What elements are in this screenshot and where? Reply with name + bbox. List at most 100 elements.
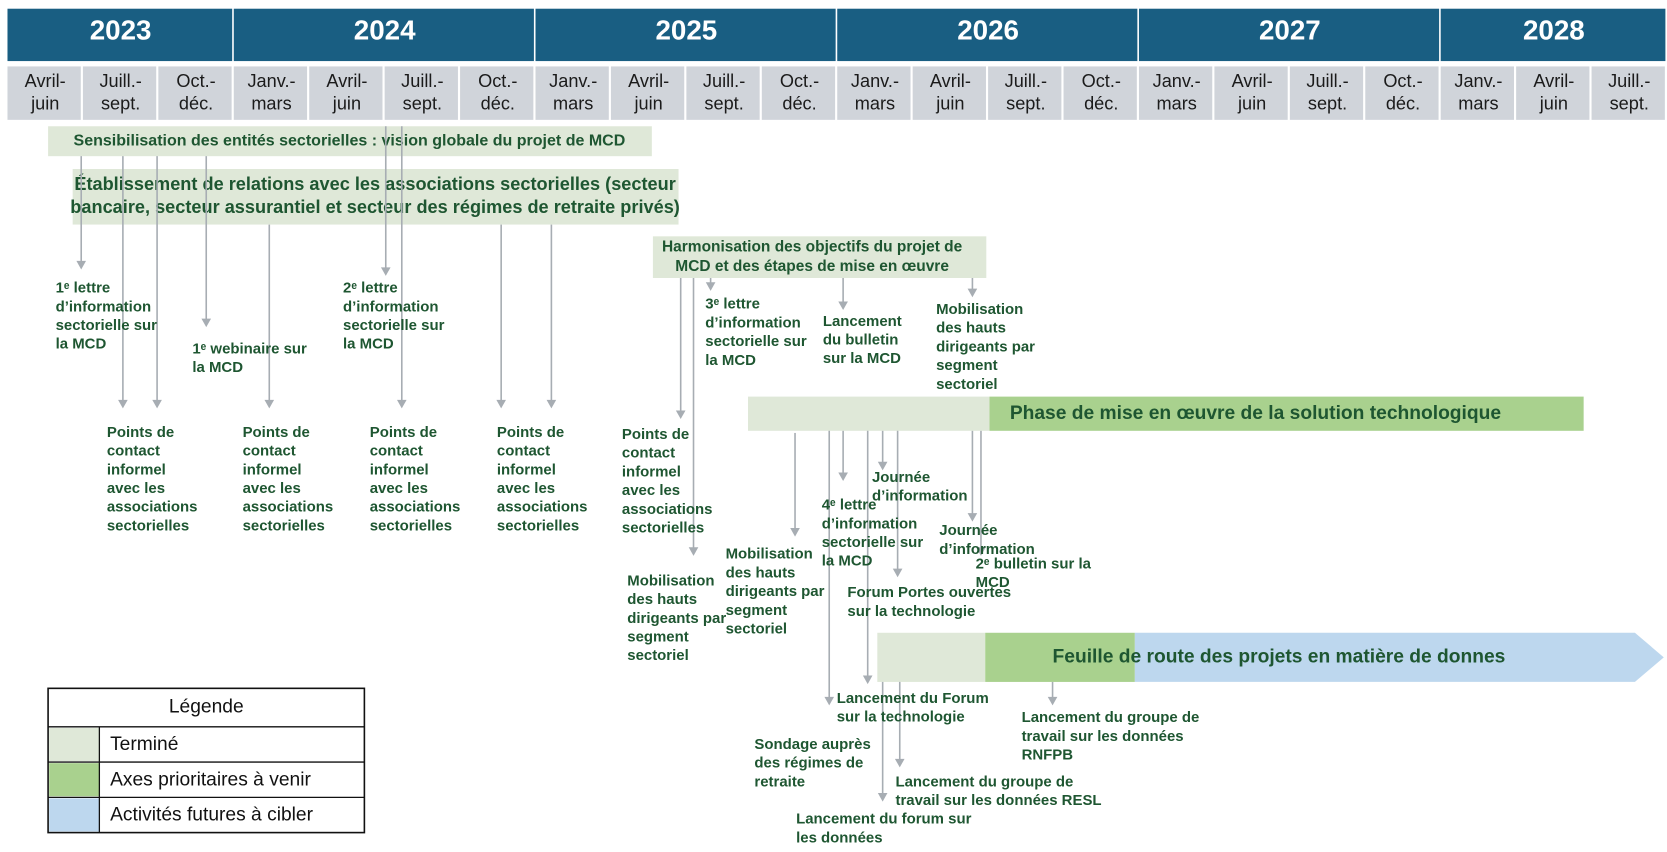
legend-item: Axes prioritaires à venir xyxy=(110,769,311,790)
arrowhead xyxy=(877,461,888,471)
milestone-label: dirigeants par xyxy=(627,610,726,627)
milestone-label: associations xyxy=(497,499,588,516)
milestone-label: 1ᵉ lettre xyxy=(56,280,111,297)
legend-swatch xyxy=(49,727,100,762)
bar-segment xyxy=(652,236,987,279)
milestone-label: contact xyxy=(243,443,296,460)
milestone-label: Lancement du forum sur xyxy=(796,811,971,828)
quarter-cell xyxy=(610,66,685,120)
milestone-label: du bulletin xyxy=(823,331,899,348)
quarter-label: Avril- xyxy=(25,71,66,91)
arrowhead xyxy=(838,301,848,311)
arrowhead xyxy=(705,282,716,291)
milestone-label: avec les xyxy=(622,482,680,499)
bar-label: Sensibilisation des entités sectorielles… xyxy=(74,131,626,149)
quarter-label: mars xyxy=(1157,94,1197,114)
quarter-label: Avril- xyxy=(1232,71,1273,91)
milestone-label: informel xyxy=(243,461,302,478)
legend-box xyxy=(47,687,366,834)
quarter-cell xyxy=(1138,66,1213,120)
milestone-label: la MCD xyxy=(56,336,107,353)
quarter-label: Juill.- xyxy=(1608,71,1650,91)
milestone-label: dirigeants par xyxy=(726,583,825,600)
milestone-label: associations xyxy=(622,501,713,518)
milestone-label: des hauts xyxy=(936,320,1006,337)
quarter-cell xyxy=(233,66,308,120)
milestone-label: sectorielles xyxy=(243,517,325,534)
bar-segment xyxy=(877,632,986,682)
quarter-label: juin xyxy=(1237,94,1266,114)
quarter-label: Avril- xyxy=(326,71,367,91)
quarter-label: sept. xyxy=(1610,94,1649,114)
milestone-label: sectorielle sur xyxy=(822,534,924,551)
arrowhead xyxy=(862,675,873,685)
milestone-label: des hauts xyxy=(627,591,697,608)
milestone-label: la MCD xyxy=(343,336,394,353)
milestone-label: avec les xyxy=(370,480,428,497)
milestone-label: d’information xyxy=(872,487,968,504)
milestone-label: 3ᵉ lettre xyxy=(705,296,760,313)
bar-segment xyxy=(72,169,679,225)
milestone-label: Points de xyxy=(497,424,564,441)
milestone-label: des régimes de xyxy=(754,755,863,772)
quarter-cell xyxy=(1289,66,1364,120)
arrowhead xyxy=(976,547,986,556)
quarter-cell xyxy=(158,66,232,120)
bar-label: MCD et des étapes de mise en œuvre xyxy=(675,258,949,275)
bar-label: Phase de mise en œuvre de la solution te… xyxy=(1010,403,1502,424)
quarter-label: déc. xyxy=(179,94,213,114)
milestone-label: les données xyxy=(796,829,882,846)
milestone-label: d’information xyxy=(822,515,918,532)
milestone-label: informel xyxy=(107,461,166,478)
bar-label: Feuille de route des projets en matière … xyxy=(1053,646,1506,667)
arrowhead xyxy=(877,793,888,802)
milestone-label: Lancement du groupe de xyxy=(1022,709,1200,726)
milestone-label: Lancement xyxy=(823,313,902,330)
milestone-label: MCD xyxy=(976,574,1010,591)
milestone-label: sectorielle sur xyxy=(705,333,807,350)
milestone-label: Sondage auprès xyxy=(754,736,870,753)
quarter-label: Avril- xyxy=(930,71,971,91)
bar-label: bancaire, secteur assurantiel et secteur… xyxy=(70,197,680,217)
quarter-label: Juill.- xyxy=(1005,71,1047,91)
quarter-cell xyxy=(1214,66,1288,120)
quarter-label: juin xyxy=(332,94,361,114)
milestone-label: 4ᵉ lettre xyxy=(822,497,877,514)
quarter-label: juin xyxy=(935,94,964,114)
quarter-label: déc. xyxy=(1386,94,1420,114)
arrowhead xyxy=(396,399,407,409)
milestone-label: Points de xyxy=(622,426,689,443)
arrowhead xyxy=(546,399,557,409)
quarter-cell xyxy=(460,66,534,120)
quarter-label: Janv.- xyxy=(1153,71,1201,91)
quarter-label: Oct.- xyxy=(1082,71,1121,91)
arrowhead xyxy=(892,568,903,578)
milestone-label: contact xyxy=(497,443,550,460)
milestone-label: d’information xyxy=(343,298,439,315)
year-cell xyxy=(535,8,836,62)
bar-segment xyxy=(1134,632,1664,682)
year-label: 2023 xyxy=(90,15,152,46)
milestone-label: Journée xyxy=(872,469,930,486)
quarter-label: Oct.- xyxy=(176,71,215,91)
milestone-label: travail sur les données RESL xyxy=(895,792,1101,809)
milestone-label: Points de xyxy=(107,424,174,441)
milestone-label: informel xyxy=(497,461,556,478)
arrowhead xyxy=(201,318,212,328)
quarter-label: juin xyxy=(1539,94,1568,114)
quarter-label: Janv.- xyxy=(851,71,899,91)
quarter-label: sept. xyxy=(1006,94,1045,114)
quarter-cell xyxy=(1440,66,1514,120)
milestone-label: 2ᵉ lettre xyxy=(343,280,398,297)
quarter-cell xyxy=(535,66,609,120)
milestone-label: travail sur les données xyxy=(1022,728,1184,745)
quarter-label: déc. xyxy=(782,94,816,114)
milestone-label: Points de xyxy=(370,424,437,441)
year-label: 2027 xyxy=(1259,15,1321,46)
year-cell xyxy=(1440,8,1666,62)
milestone-label: sectorielle sur xyxy=(56,317,158,334)
arrowhead xyxy=(264,399,275,409)
arrowhead xyxy=(675,410,686,420)
quarter-label: Oct.- xyxy=(478,71,517,91)
milestone-label: la MCD xyxy=(822,553,873,570)
